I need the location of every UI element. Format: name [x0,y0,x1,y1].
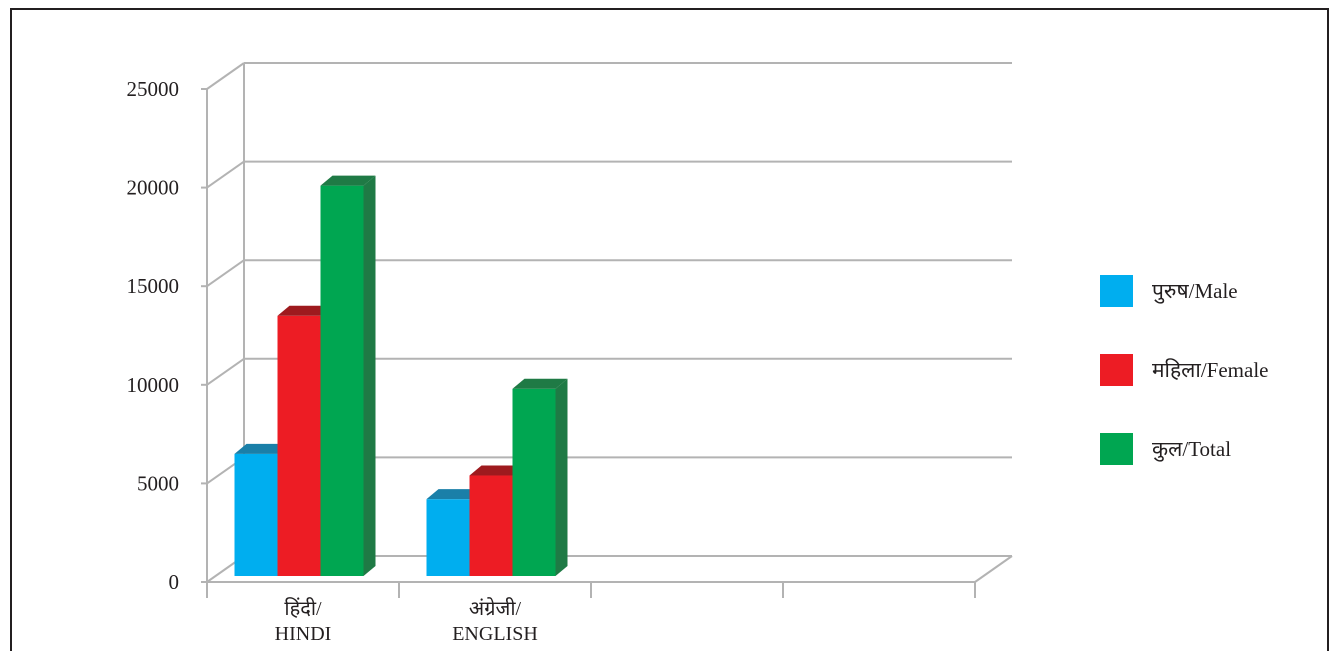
category-label: HINDI [275,623,332,645]
y-tick-labels: 0 5000 10000 15000 20000 25000 [127,77,180,594]
gridline-diagonal [206,259,245,288]
y-tick-label: 5000 [137,471,179,495]
bar-side [363,175,376,577]
gridline-diagonal [206,62,245,90]
category-labels: हिंदी/ HINDI अंग्रेजी/ ENGLISH [275,597,538,645]
legend-swatch [1100,275,1133,307]
legend-label: कुल/Total [1152,437,1231,462]
bar [512,378,568,576]
bar-side [555,378,568,576]
category-label: ENGLISH [452,623,538,645]
bar-front [234,453,278,576]
bar [320,175,376,577]
bar-front [469,475,513,576]
bar-front [320,185,364,577]
y-tick-label: 20000 [127,176,180,200]
legend-label: महिला/Female [1152,358,1268,382]
bar-top [512,378,568,389]
chart-frame [10,8,1329,651]
bar-top [469,465,525,476]
bar-front [426,499,470,576]
y-tick-label: 25000 [127,77,180,101]
category-label: अंग्रेजी/ [469,597,522,620]
gridline-diagonal [206,357,245,386]
gridline-diagonal [206,160,245,189]
floor-right-edge [974,555,1013,583]
bar-top [234,443,290,454]
legend-label: पुरुष/Male [1152,279,1238,304]
legend: पुरुष/Male महिला/Female कुल/Total [1100,275,1268,465]
bar-top [320,175,376,186]
y-tick-label: 15000 [127,274,180,298]
legend-swatch [1100,354,1133,386]
legend-swatch [1100,433,1133,465]
bar-front [277,315,321,576]
bar-top [426,489,482,500]
bar-top [277,305,333,316]
y-tick-label: 10000 [127,373,180,397]
bar-front [512,388,556,576]
category-label: हिंदी/ [284,597,322,620]
bars [234,175,568,577]
y-tick-label: 0 [169,570,180,594]
